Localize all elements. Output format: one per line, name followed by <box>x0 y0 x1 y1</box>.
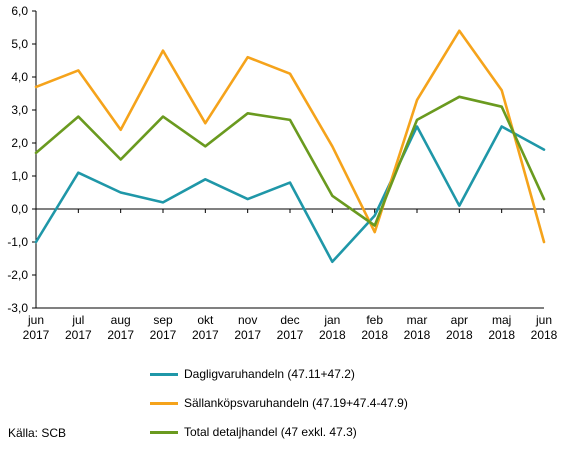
x-axis: jun2017jul2017aug2017sep2017okt2017nov20… <box>23 208 558 342</box>
legend-label-dagligvaruhandeln: Dagligvaruhandeln (47.11+47.2) <box>184 367 355 381</box>
x-tick-label-month: maj <box>492 313 511 327</box>
x-tick-label-year: 2018 <box>531 328 558 342</box>
legend-item-dagligvaruhandeln: Dagligvaruhandeln (47.11+47.2) <box>150 364 408 384</box>
y-tick-label: -2,0 <box>7 268 28 282</box>
series-line-dagligvaruhandeln <box>34 125 546 264</box>
y-tick-label: 0,0 <box>11 202 28 216</box>
x-tick-label-month: nov <box>238 313 257 327</box>
x-tick-label-year: 2018 <box>319 328 346 342</box>
series-line-total-detaljhandel <box>34 95 546 227</box>
x-tick-label-month: okt <box>197 313 214 327</box>
y-axis: -3,0 -2,0 -1,0 0,0 1,0 2,0 3,0 4,0 5,0 6,0 <box>7 4 37 315</box>
x-tick-label-year: 2017 <box>107 328 134 342</box>
y-tick-label: 1,0 <box>11 169 28 183</box>
legend: Dagligvaruhandeln (47.11+47.2) Sällanköp… <box>150 364 408 451</box>
legend-swatch-dagligvaruhandeln <box>150 372 178 376</box>
x-tick-label-month: jun <box>27 313 44 327</box>
x-tick-label-month: jan <box>323 313 340 327</box>
x-tick-label-year: 2018 <box>446 328 473 342</box>
y-tick-label: 3,0 <box>11 103 28 117</box>
x-tick-label-year: 2017 <box>150 328 177 342</box>
legend-label-sallankopsvaruhandeln: Sällanköpsvaruhandeln (47.19+47.4-47.9) <box>184 396 408 410</box>
x-tick-label-year: 2018 <box>404 328 431 342</box>
source-note: Källa: SCB <box>8 426 67 440</box>
y-tick-label: -3,0 <box>7 301 28 315</box>
x-tick-label-year: 2017 <box>65 328 92 342</box>
x-tick-label-month: jul <box>71 313 84 327</box>
x-tick-label-month: aug <box>111 313 131 327</box>
x-tick-label-year: 2017 <box>192 328 219 342</box>
y-tick-label: 2,0 <box>11 136 28 150</box>
legend-item-sallankopsvaruhandeln: Sällanköpsvaruhandeln (47.19+47.4-47.9) <box>150 393 408 413</box>
y-tick-label: 5,0 <box>11 37 28 51</box>
y-tick-label: 6,0 <box>11 4 28 18</box>
x-tick-label-year: 2017 <box>234 328 261 342</box>
legend-item-total-detaljhandel: Total detaljhandel (47 exkl. 47.3) <box>150 422 408 442</box>
y-tick-label: -1,0 <box>7 235 28 249</box>
x-tick-label-month: apr <box>451 313 468 327</box>
x-tick-label-month: feb <box>366 313 383 327</box>
x-tick-label-month: dec <box>280 313 299 327</box>
series-line-sallankopsvaruhandeln <box>34 29 546 244</box>
legend-label-total-detaljhandel: Total detaljhandel (47 exkl. 47.3) <box>184 425 357 439</box>
x-tick-label-month: sep <box>153 313 173 327</box>
series-layer <box>34 29 546 264</box>
x-tick-label-year: 2017 <box>23 328 50 342</box>
x-tick-label-month: jun <box>535 313 552 327</box>
x-tick-label-year: 2017 <box>277 328 304 342</box>
x-tick-label-month: mar <box>407 313 428 327</box>
y-tick-label: 4,0 <box>11 70 28 84</box>
legend-swatch-total-detaljhandel <box>150 430 178 434</box>
x-tick-label-year: 2018 <box>361 328 388 342</box>
legend-swatch-sallankopsvaruhandeln <box>150 401 178 405</box>
x-tick-label-year: 2018 <box>488 328 515 342</box>
